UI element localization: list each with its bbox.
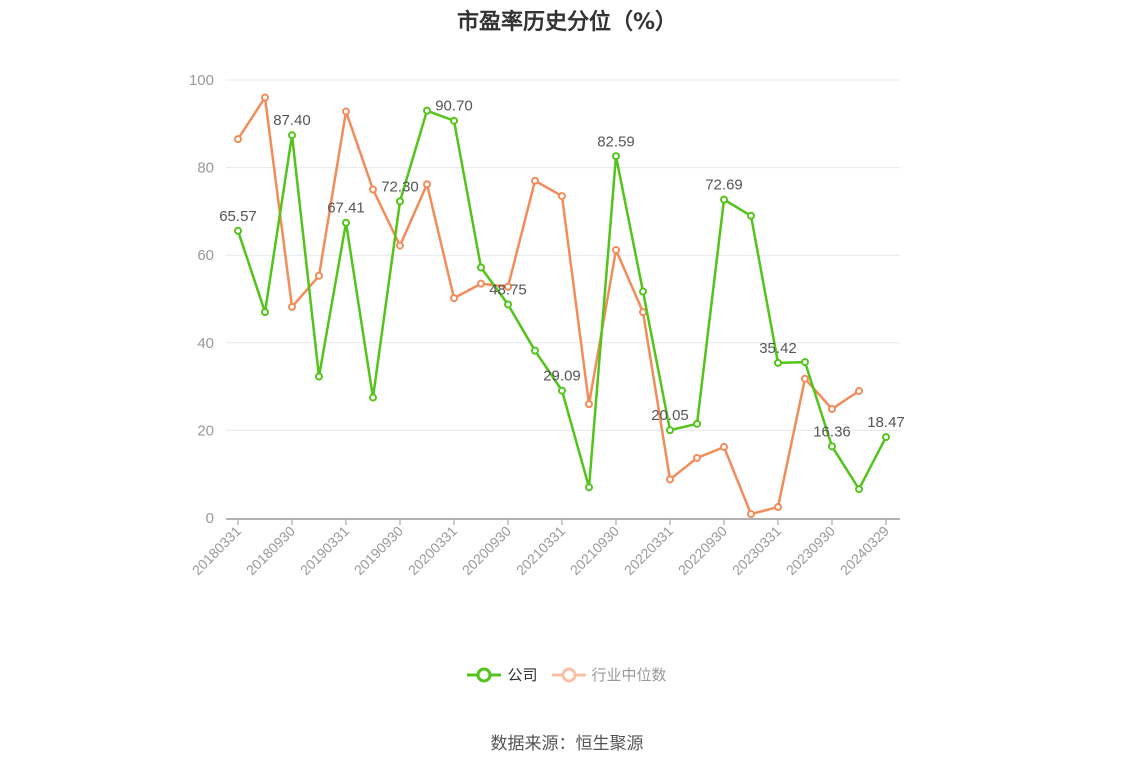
data-point — [720, 443, 728, 452]
data-point — [423, 180, 431, 189]
axes: 0 20 40 60 80 100 2018033120180930201903312019… — [189, 72, 900, 578]
data-labels: 65.57 87.40 67.41 72.30 90.70 48.75 29.09 82.59… — [219, 98, 905, 441]
data-point — [747, 510, 755, 519]
y-tick-label: 60 — [197, 247, 214, 264]
data-point — [315, 372, 323, 381]
data-point — [477, 279, 485, 288]
data-point — [828, 404, 836, 413]
data-point — [369, 185, 377, 194]
data-point — [531, 176, 539, 185]
data-point — [882, 433, 890, 442]
data-label: 90.70 — [435, 98, 473, 115]
data-point — [288, 302, 296, 311]
data-label: 20.05 — [651, 407, 689, 424]
data-point — [774, 358, 782, 367]
data-point — [585, 483, 593, 492]
x-tick-label: 20210331 — [513, 523, 569, 579]
x-tick-label: 20220930 — [675, 523, 731, 579]
data-point — [558, 386, 566, 395]
data-point — [666, 426, 674, 435]
data-point — [504, 282, 512, 291]
y-tick-label: 80 — [197, 160, 214, 177]
data-label: 65.57 — [219, 208, 257, 225]
data-label: 72.69 — [705, 177, 743, 194]
data-point — [693, 419, 701, 428]
data-point — [342, 218, 350, 227]
y-tick-label: 20 — [197, 422, 214, 439]
data-point — [531, 346, 539, 355]
data-point — [450, 294, 458, 303]
data-point — [855, 386, 863, 395]
data-label: 67.41 — [327, 200, 365, 217]
legend-line-icon — [551, 667, 586, 682]
legend-item-industry-median[interactable]: 行业中位数 — [551, 664, 667, 685]
data-point — [504, 300, 512, 309]
data-point — [234, 135, 242, 144]
data-point — [693, 453, 701, 462]
x-tick-label: 20220331 — [621, 523, 677, 579]
data-point — [747, 211, 755, 220]
x-tick-label: 20240329 — [837, 523, 893, 579]
data-point — [666, 475, 674, 484]
series-lines — [234, 93, 890, 519]
legend-label-industry-median: 行业中位数 — [591, 666, 667, 684]
data-point — [396, 197, 404, 206]
x-tick-label: 20230331 — [729, 523, 785, 579]
data-point — [315, 271, 323, 280]
x-tick-label: 20200930 — [459, 523, 515, 579]
data-point — [801, 374, 809, 383]
data-label: 18.47 — [867, 414, 905, 431]
data-label: 48.75 — [489, 281, 527, 298]
data-label: 72.30 — [381, 178, 419, 195]
data-point — [639, 308, 647, 317]
legend-item-company[interactable]: 公司 — [467, 664, 538, 685]
data-point — [639, 287, 647, 296]
data-point — [369, 393, 377, 402]
data-point — [612, 152, 620, 161]
chart-title: 市盈率历史分位（%） — [456, 10, 678, 35]
legend: 公司 行业中位数 — [0, 664, 1134, 685]
data-label: 29.09 — [543, 368, 581, 385]
source-note: 数据来源：恒生聚源 — [490, 734, 644, 754]
data-label: 82.59 — [597, 133, 635, 150]
data-point — [396, 241, 404, 250]
data-point — [855, 485, 863, 494]
data-point — [423, 106, 431, 115]
data-point — [288, 131, 296, 140]
data-label: 35.42 — [759, 340, 797, 357]
data-point — [585, 400, 593, 409]
x-tick-label: 20200331 — [405, 523, 461, 579]
data-point — [558, 192, 566, 201]
data-point — [828, 442, 836, 451]
data-point — [261, 93, 269, 102]
x-tick-label: 20180930 — [243, 523, 299, 579]
x-tick-label: 20210930 — [567, 523, 623, 579]
x-tick-label: 20190331 — [297, 523, 353, 579]
grid-lines — [226, 79, 900, 431]
data-label: 87.40 — [273, 112, 311, 129]
data-point — [261, 308, 269, 317]
data-point — [612, 245, 620, 254]
legend-line-icon — [467, 667, 502, 682]
y-tick-label: 100 — [189, 72, 214, 89]
y-tick-label: 40 — [197, 335, 214, 352]
legend-label-company: 公司 — [507, 666, 538, 684]
data-point — [234, 226, 242, 235]
data-point — [342, 107, 350, 116]
x-tick-label: 20180331 — [189, 523, 245, 579]
data-point — [801, 358, 809, 367]
data-label: 16.36 — [813, 423, 851, 440]
data-point — [450, 116, 458, 125]
y-tick-label: 0 — [206, 510, 214, 527]
series-line — [236, 96, 860, 516]
x-tick-label: 20230930 — [783, 523, 839, 579]
data-point — [477, 263, 485, 272]
data-point — [720, 195, 728, 204]
x-tick-label: 20190930 — [351, 523, 407, 579]
data-point — [774, 503, 782, 512]
